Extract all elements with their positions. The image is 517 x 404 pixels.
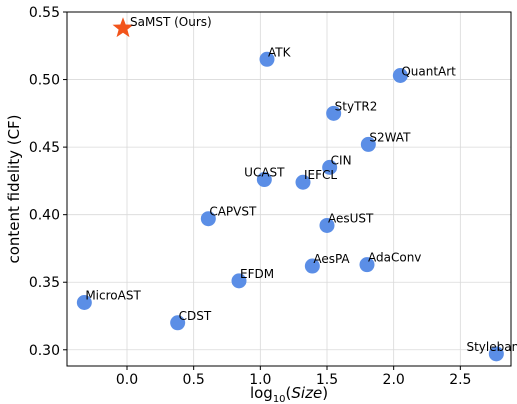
data-point [76, 294, 92, 310]
point-labels: ATK QuantArt StyTR2 S2WAT CIN UCAST IEFCL CAPVS… [85, 15, 517, 354]
x-tick-label: 2.5 [449, 372, 471, 388]
point-label: AdaConv [368, 251, 421, 265]
data-point [200, 211, 216, 227]
x-tick-label: 1.0 [249, 372, 271, 388]
x-tick-label: 0.5 [183, 372, 205, 388]
x-tick-label: 2.0 [383, 372, 405, 388]
x-axis-label-variable: Size [291, 384, 322, 402]
x-tick-label: 0.0 [116, 372, 138, 388]
x-axis-label-open-paren: ( [286, 384, 292, 402]
data-point [259, 51, 275, 67]
point-label: MicroAST [85, 288, 141, 302]
point-label: IEFCL [304, 168, 337, 182]
data-point [359, 257, 375, 273]
plot-frame [66, 11, 512, 367]
point-label: QuantArt [401, 65, 456, 79]
y-tick-label: 0.40 [29, 208, 60, 224]
point-label: ATK [268, 45, 292, 59]
point-label: CIN [331, 153, 352, 167]
x-tick-label: 1.5 [316, 372, 338, 388]
highlight-label: SaMST (Ours) [130, 15, 212, 29]
data-point [322, 159, 338, 175]
data-point [319, 217, 335, 233]
y-axis-label: content fidelity (CF) [5, 114, 23, 263]
data-point [256, 172, 272, 188]
point-label: StyTR2 [335, 99, 378, 113]
data-point [295, 174, 311, 190]
point-label: EFDM [240, 267, 274, 281]
data-point [326, 105, 342, 121]
point-label: CAPVST [209, 205, 257, 219]
x-axis-label-subscript: 10 [273, 394, 286, 404]
y-tick-label: 0.35 [29, 275, 60, 291]
point-label: S2WAT [369, 130, 411, 144]
x-axis-label-close-paren: ) [322, 384, 328, 402]
highlight-star-point [112, 17, 134, 38]
y-tick-label: 0.45 [29, 140, 60, 156]
y-tick-label: 0.55 [29, 5, 60, 21]
y-tick-label: 0.50 [29, 73, 60, 89]
point-label: UCAST [244, 166, 285, 180]
data-point [170, 315, 186, 331]
x-axis-label: log10(Size) [250, 384, 328, 404]
point-label: AesPA [313, 252, 350, 266]
y-tick-label: 0.30 [29, 343, 60, 359]
point-label: AesUST [328, 211, 374, 225]
data-point [360, 136, 376, 152]
data-point [304, 258, 320, 274]
tick-labels: 0.0 0.5 1.0 1.5 2.0 2.5 0.30 0.35 0.40 0.45 0.50 0.… [29, 5, 472, 388]
x-axis-label-prefix: log [250, 384, 273, 402]
point-label: CDST [179, 309, 212, 323]
data-point [392, 68, 408, 84]
data-point [488, 346, 504, 362]
data-points [76, 17, 504, 362]
data-point [231, 273, 247, 289]
point-label: Stylebank [466, 340, 517, 354]
